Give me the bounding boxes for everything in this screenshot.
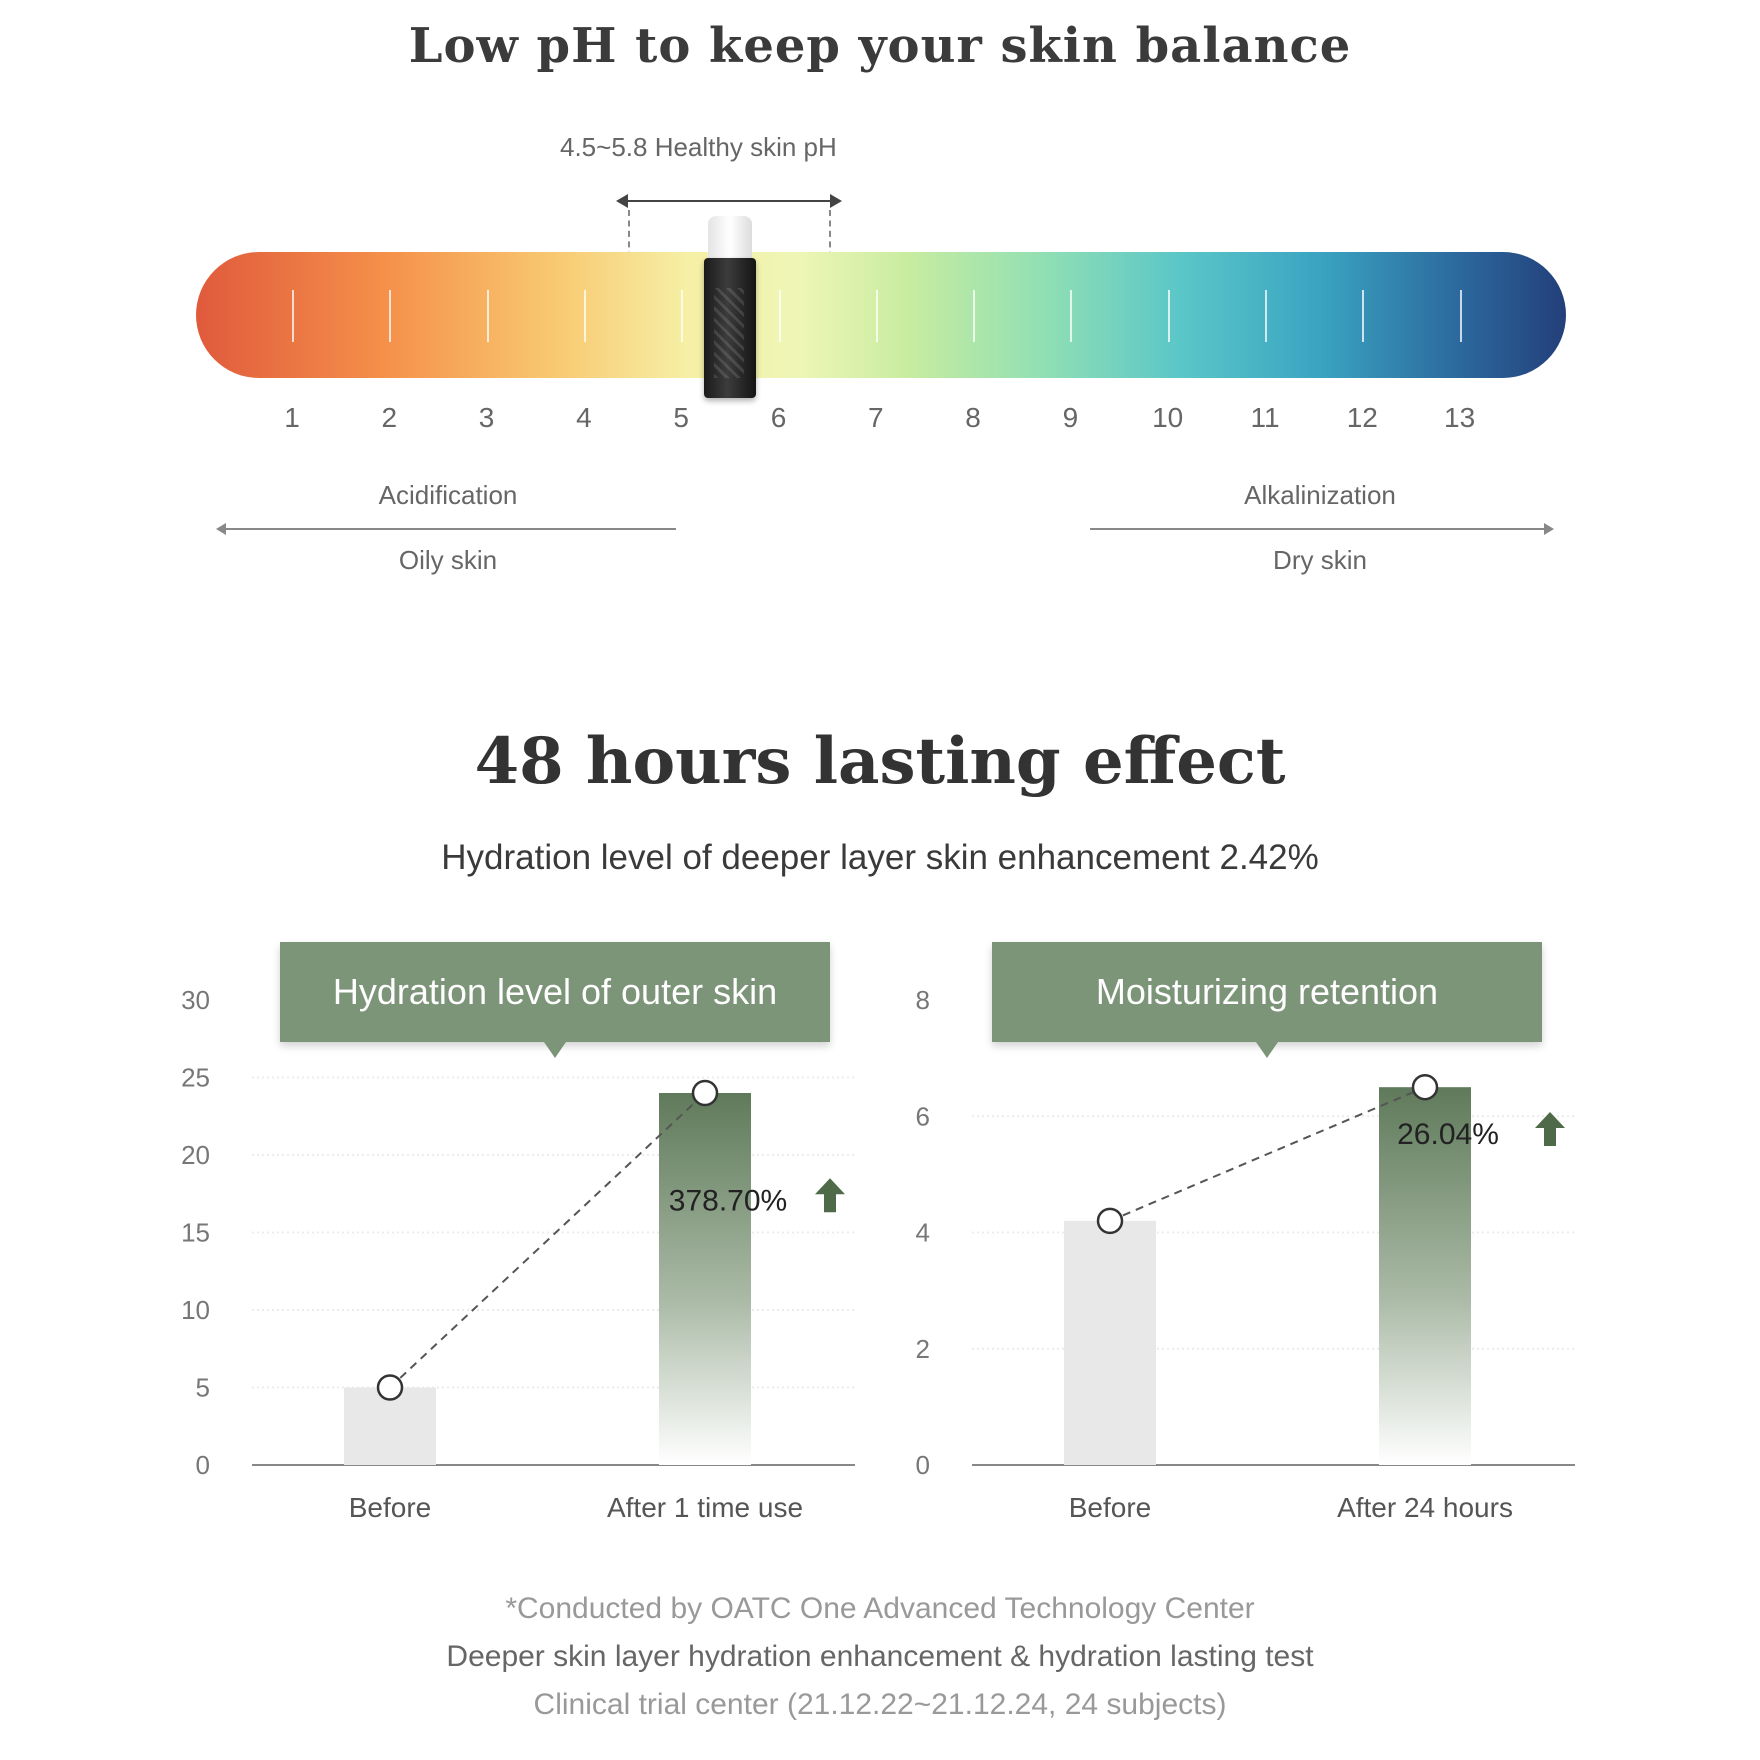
ph-scale-tick (486, 290, 489, 342)
y-tick-label: 15 (181, 1218, 210, 1248)
y-tick-label: 0 (916, 1450, 930, 1480)
ph-scale-number: 12 (1346, 402, 1378, 433)
y-tick-label: 8 (916, 985, 930, 1015)
percent-increase-label: 378.70% (669, 1184, 787, 1217)
chart-outer-hydration: Hydration level of outer skin 0 5 10 15 20 25… (180, 930, 880, 1550)
footnote-trial-center: Clinical trial center (21.12.22~21.12.24… (533, 1688, 1227, 1721)
y-tick-label: 10 (181, 1295, 210, 1325)
y-tick-label: 5 (196, 1373, 210, 1403)
lasting-effect-subtitle: Hydration level of deeper layer skin enh… (441, 838, 1319, 877)
x-category-label: After 1 time use (607, 1492, 803, 1523)
up-arrow-icon (1535, 1112, 1565, 1147)
chart-title-box: Hydration level of outer skin (280, 942, 830, 1058)
ph-scale-tick (778, 290, 781, 342)
bottle-cap (708, 216, 752, 260)
ph-scale-number: 2 (381, 402, 398, 433)
ph-scale-tick (1265, 290, 1267, 342)
data-point-marker (691, 1079, 719, 1107)
footnote-test-name: Deeper skin layer hydration enhancement … (446, 1640, 1314, 1673)
y-tick-label: 30 (181, 985, 210, 1015)
trend-line (389, 1092, 706, 1389)
footnote-conducted-by: *Conducted by OATC One Advanced Technolo… (505, 1592, 1255, 1625)
data-point-marker (1096, 1207, 1124, 1235)
y-tick-label: 6 (916, 1101, 930, 1131)
up-arrow-icon (815, 1178, 845, 1213)
ph-section-title: Low pH to keep your skin balance (408, 18, 1352, 74)
ph-scale-tick (1167, 290, 1170, 342)
y-tick-label: 25 (181, 1063, 210, 1093)
oily-skin-label: Oily skin (398, 545, 498, 575)
bar-after (1379, 1087, 1471, 1465)
ph-scale-number: 8 (965, 402, 981, 433)
bar-after (659, 1093, 751, 1465)
acidification-label: Acidification (378, 480, 518, 510)
y-tick-label: 4 (916, 1218, 930, 1248)
ph-scale-number: 6 (770, 402, 787, 433)
alkalinization-arrow (1090, 523, 1554, 535)
alkalinization-label: Alkalinization (1244, 480, 1396, 510)
product-bottle-image (702, 216, 758, 401)
chart-svg: 0 2 4 6 8 Before After 24 hours 26.04% (916, 985, 1575, 1523)
ph-scale-number: 1 (284, 402, 300, 433)
ph-scale-tick (681, 290, 684, 342)
lasting-effect-title: 48 hours lasting effect (474, 724, 1286, 799)
ph-scale-tick (389, 290, 392, 342)
ph-scale-tick (1362, 290, 1365, 342)
ph-scale-bar (196, 252, 1566, 378)
ph-scale-tick (1459, 290, 1462, 342)
bottle-body (704, 258, 756, 398)
ph-scale-number: 3 (478, 402, 495, 433)
chart-svg: 0 5 10 15 20 25 30 Before After 1 time use 378.70… (181, 985, 855, 1523)
healthy-range-arrow (616, 194, 842, 208)
x-category-label: Before (349, 1492, 432, 1523)
chart-title-box: Moisturizing retention (992, 942, 1542, 1058)
bar-before (1064, 1220, 1156, 1465)
y-tick-label: 2 (916, 1334, 930, 1364)
ph-scale-number: 9 (1062, 402, 1079, 433)
x-category-label: Before (1069, 1492, 1152, 1523)
ph-scale-tick (583, 290, 586, 342)
dry-skin-label: Dry skin (1273, 545, 1367, 575)
ph-scale-number: 10 (1152, 402, 1184, 433)
ph-scale-tick (875, 290, 878, 342)
chart-moisturizing-retention: Moisturizing retention 0 2 4 6 8 Before After … (900, 930, 1600, 1550)
x-category-label: After 24 hours (1337, 1492, 1513, 1523)
ph-scale-number: 5 (673, 402, 689, 433)
healthy-range-label: 4.5~5.8 Healthy skin pH (560, 132, 837, 162)
ph-scale-number: 7 (868, 402, 884, 433)
trend-line (1109, 1086, 1426, 1222)
y-tick-label: 20 (181, 1140, 210, 1170)
percent-increase-label: 26.04% (1397, 1118, 1499, 1151)
acidification-arrow (216, 523, 676, 535)
y-tick-label: 0 (196, 1450, 210, 1480)
ph-scale-tick (1070, 290, 1073, 342)
ph-scale-number: 11 (1250, 402, 1280, 433)
ph-scale-tick (292, 290, 294, 342)
ph-scale-tick (973, 290, 976, 342)
data-point-marker (1411, 1073, 1439, 1101)
data-point-marker (376, 1374, 404, 1401)
ph-scale-number: 13 (1444, 402, 1476, 433)
ph-scale-number: 4 (576, 402, 592, 433)
